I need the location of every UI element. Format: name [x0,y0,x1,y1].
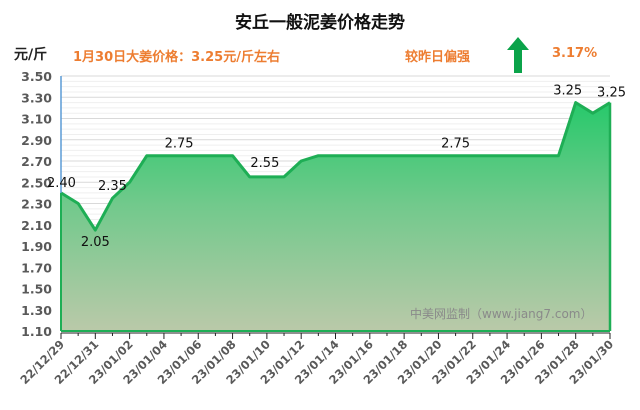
y-tick-label: 3.30 [21,90,52,105]
y-tick-label: 1.70 [21,260,52,275]
change-percent: 3.17% [552,46,598,61]
x-axis: 22/12/2922/12/3123/01/0223/01/0423/01/06… [17,332,616,387]
y-tick-label: 1.50 [21,282,52,297]
y-tick-label: 1.10 [21,324,52,339]
y-tick-label: 2.30 [21,197,52,212]
data-label: 2.35 [98,179,127,194]
price-area [61,102,610,331]
y-axis-unit: 元/斤 [14,47,48,63]
data-label: 2.75 [165,137,194,152]
data-label: 2.40 [47,176,76,191]
trend-label: 较昨日偏强 [405,50,471,65]
data-label: 2.05 [81,235,110,250]
data-label: 2.75 [441,137,470,152]
up-arrow-icon [507,37,529,77]
chart-title: 安丘一般泥姜价格走势 [235,13,405,33]
y-tick-label: 3.10 [21,112,52,127]
y-tick-label: 2.50 [21,175,52,190]
watermark: 中美网监制（www.jiang7.com） [410,306,592,321]
price-note: 1月30日大姜价格：3.25元/斤左右 [73,50,280,65]
y-tick-label: 3.50 [21,69,52,84]
price-line [60,101,611,232]
y-tick-label: 2.90 [21,133,52,148]
y-tick-label: 1.90 [21,239,52,254]
y-tick-label: 2.70 [21,154,52,169]
y-tick-label: 2.10 [21,218,52,233]
y-axis-ticks: 1.10 1.30 1.50 1.70 1.90 2.10 2.30 2.50 2.70 2.90… [21,69,52,339]
y-tick-label: 1.30 [21,303,52,318]
data-label: 2.55 [250,156,279,171]
data-label: 3.25 [597,86,626,101]
data-label: 3.25 [553,84,582,99]
data-labels: 2.40 2.05 2.35 2.75 2.55 2.75 3.25 3.25 [47,84,626,251]
